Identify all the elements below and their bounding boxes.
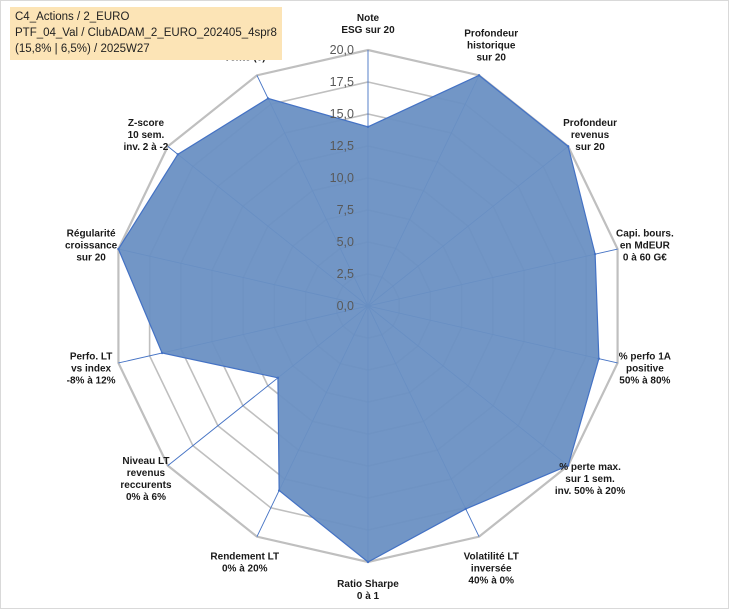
axis-label-line: 50% à 80%: [619, 375, 670, 386]
data-point: [160, 351, 164, 355]
axis-label-line: sur 1 sem.: [565, 474, 615, 485]
tick-label: 7,5: [337, 203, 354, 217]
tick-label: 17,5: [330, 75, 354, 89]
axis-label-line: Volatilité LT: [464, 552, 519, 563]
axis-label: Profondeur historique sur 20: [464, 28, 518, 63]
axis-label: Capi. bours. en MdEUR 0 à 60 G€: [616, 229, 674, 264]
axis-label-line: Niveau LT: [122, 456, 169, 467]
data-point: [566, 464, 570, 467]
axis-label-line: % perfo 1A: [619, 351, 671, 362]
tick-labels: 0,0 2,5 5,0 7,5 10,0 12,5 15,0 17,5 20,0: [330, 43, 354, 313]
axis-label: Volatilité LT inversée 40% à 0%: [464, 552, 519, 587]
axis-label-line: sur 20: [575, 142, 605, 153]
data-point: [266, 97, 270, 100]
tick-label: 2,5: [337, 267, 354, 281]
data-point: [464, 507, 467, 511]
data-point: [277, 489, 281, 492]
tick-label: 12,5: [330, 139, 354, 153]
title-line-1: C4_Actions / 2_EURO: [15, 11, 130, 23]
data-point: [566, 145, 570, 148]
data-point: [176, 153, 180, 156]
tick-label: 20,0: [330, 43, 354, 57]
axis-label: Niveau LT revenus reccurents 0% à 6%: [120, 456, 172, 503]
axis-label-line: ESG sur 20: [341, 25, 395, 36]
axis-label: Perfo. LT vs index -8% à 12%: [67, 351, 116, 386]
axis-label: Note ESG sur 20: [341, 13, 395, 36]
tick-label: 0,0: [337, 299, 354, 313]
axis-label-line: vs index: [71, 363, 111, 374]
title-line-3: (15,8% | 6,5%) / 2025W27: [15, 43, 150, 55]
axis-label-line: 40% à 0%: [468, 576, 514, 587]
chart-title-box: C4_Actions / 2_EURO PTF_04_Val / ClubADA…: [10, 7, 282, 60]
axis-label-line: sur 20: [76, 253, 106, 264]
axis-label-line: Profondeur: [464, 28, 518, 39]
axis-label-line: Rendement LT: [210, 552, 279, 563]
axis-label-line: Perfo. LT: [70, 351, 113, 362]
data-point: [593, 252, 597, 256]
radar-series: [117, 74, 601, 564]
tick-label: 15,0: [330, 107, 354, 121]
data-point: [366, 125, 370, 128]
title-line-2: PTF_04_Val / ClubADAM_2_EURO_202405_4spr…: [15, 27, 277, 39]
axis-label: % perte max. sur 1 sem. inv. 50% à 20%: [555, 462, 626, 497]
axis-label-line: Régularité: [67, 229, 116, 240]
axis-label-line: 0% à 6%: [126, 492, 166, 503]
axis-label-line: croissance: [65, 241, 118, 252]
axis-label-line: inversée: [471, 564, 512, 575]
data-point: [117, 247, 120, 251]
axis-label-line: % perte max.: [559, 462, 621, 473]
axis-label: Régularité croissance sur 20: [65, 229, 118, 264]
axis-label-line: Z-score: [128, 118, 165, 129]
axis-label: Rendement LT 0% à 20%: [210, 552, 279, 575]
data-point: [366, 560, 370, 564]
data-point: [276, 376, 280, 380]
axis-label-line: reccurents: [120, 480, 172, 491]
axis-label-line: revenus: [571, 130, 610, 141]
axis-label-line: 0 à 1: [357, 591, 380, 602]
axis-label-line: 10 sem.: [128, 130, 165, 141]
axis-label-line: revenus: [127, 468, 166, 479]
data-point: [477, 74, 481, 77]
tick-label: 10,0: [330, 171, 354, 185]
axis-label-line: inv. 2 à -2: [124, 142, 169, 153]
axis-label-line: positive: [626, 363, 664, 374]
axis-label-line: en MdEUR: [620, 241, 671, 252]
axis-label-line: historique: [467, 40, 516, 51]
axis-label-line: inv. 50% à 20%: [555, 486, 626, 497]
axis-label-line: 0% à 20%: [222, 564, 268, 575]
data-point: [597, 357, 601, 360]
axis-label-line: Capi. bours.: [616, 229, 674, 240]
axis-label-line: -8% à 12%: [67, 375, 116, 386]
axis-label-line: 0 à 60 G€: [623, 253, 667, 264]
axis-label: Profondeur revenus sur 20: [563, 118, 617, 153]
axis-label-line: Profondeur: [563, 118, 617, 129]
axis-label: Ratio Sharpe 0 à 1: [337, 579, 399, 602]
axis-label: % perfo 1A positive 50% à 80%: [619, 351, 671, 386]
axis-label-line: Ratio Sharpe: [337, 579, 399, 590]
axis-label-line: sur 20: [476, 52, 506, 63]
tick-label: 5,0: [337, 235, 354, 249]
axis-label: Z-score 10 sem. inv. 2 à -2: [124, 118, 169, 153]
series-area: [117, 74, 600, 563]
axis-label-line: Note: [357, 13, 380, 24]
